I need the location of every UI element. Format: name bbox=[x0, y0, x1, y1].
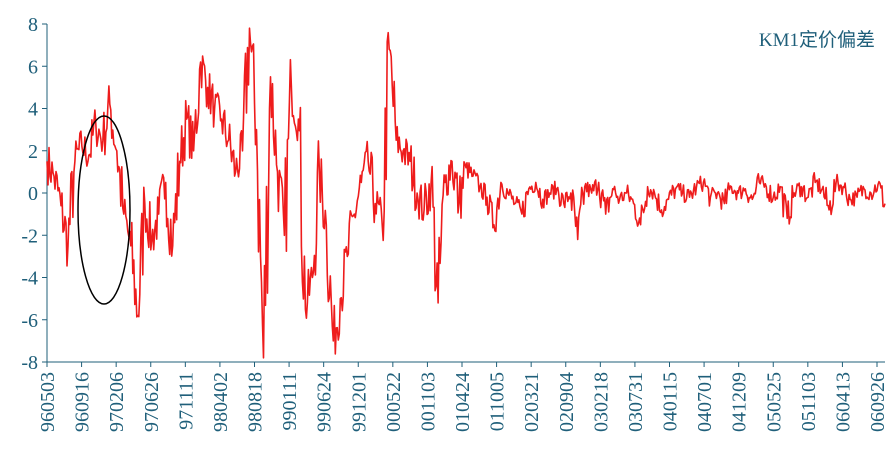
x-tick-label: 020904 bbox=[556, 372, 578, 432]
x-tick-label: 051103 bbox=[798, 372, 820, 431]
x-tick-label: 990111 bbox=[279, 372, 301, 431]
x-tick-label: 001103 bbox=[417, 372, 439, 431]
y-tick-label: -4 bbox=[21, 268, 38, 290]
x-tick-label: 991201 bbox=[348, 372, 370, 432]
x-tick-label: 010424 bbox=[452, 372, 474, 432]
x-tick-label: 030218 bbox=[590, 372, 612, 432]
y-axis-ticks: 8 6 4 2 0 -2 -4 -6 -8 bbox=[21, 14, 47, 374]
y-tick-label: 8 bbox=[28, 14, 38, 36]
x-tick-label: 960503 bbox=[37, 372, 59, 432]
x-tick-label: 040115 bbox=[660, 372, 682, 431]
x-tick-label: 060413 bbox=[832, 372, 854, 432]
y-tick-label: -6 bbox=[21, 310, 38, 332]
y-tick-label: -2 bbox=[21, 225, 38, 247]
annotation-layer bbox=[77, 115, 131, 305]
x-tick-label: 040701 bbox=[694, 372, 716, 432]
x-tick-label: 041209 bbox=[729, 372, 751, 432]
annotation-ellipse bbox=[77, 115, 131, 305]
x-tick-label: 020321 bbox=[521, 372, 543, 432]
legend-label: KM1定价偏差 bbox=[759, 29, 875, 51]
x-tick-label: 980818 bbox=[245, 372, 267, 432]
x-tick-label: 970626 bbox=[141, 372, 163, 432]
x-tick-label: 000522 bbox=[383, 372, 405, 432]
x-tick-label: 030731 bbox=[625, 372, 647, 432]
x-tick-label: 980402 bbox=[210, 372, 232, 432]
x-axis-ticks: 960503 960916 970206 970626 971111 980402 9808… bbox=[37, 362, 886, 432]
x-tick-label: 990624 bbox=[314, 372, 336, 432]
series-line-km1 bbox=[46, 27, 886, 359]
x-tick-label: 960916 bbox=[72, 372, 94, 432]
x-tick-label: 971111 bbox=[175, 372, 197, 430]
chart-axes bbox=[46, 24, 885, 363]
x-tick-label: 011005 bbox=[487, 372, 509, 431]
y-tick-label: -8 bbox=[21, 352, 38, 374]
x-tick-label: 050525 bbox=[763, 372, 785, 432]
series-layer bbox=[46, 27, 886, 359]
y-tick-label: 2 bbox=[28, 141, 38, 163]
y-tick-label: 0 bbox=[28, 183, 38, 205]
x-tick-label: 970206 bbox=[106, 372, 128, 432]
y-tick-label: 6 bbox=[28, 56, 38, 78]
y-tick-label: 4 bbox=[28, 99, 38, 121]
x-tick-label: 060926 bbox=[867, 372, 886, 432]
